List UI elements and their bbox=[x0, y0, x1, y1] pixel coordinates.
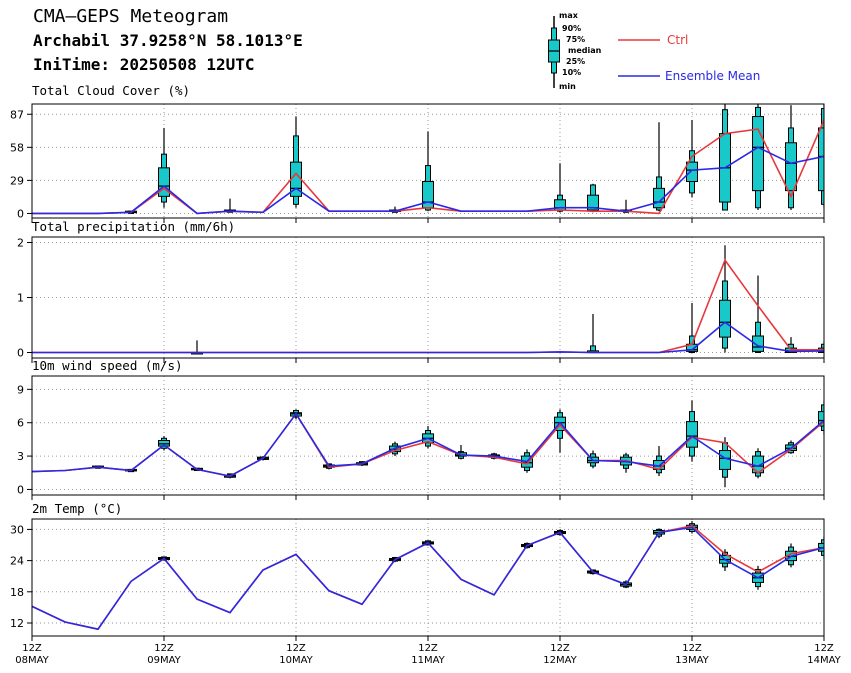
x-tick-label-hour: 12Z bbox=[814, 643, 834, 654]
y-tick-label: 1 bbox=[17, 292, 24, 305]
ensemble-box bbox=[719, 104, 731, 211]
line-legend: Ctrl Ensemble Mean bbox=[618, 33, 760, 83]
y-tick-label: 58 bbox=[10, 141, 24, 154]
ensemble-box bbox=[422, 426, 434, 449]
location-label: Archabil 37.9258°N 58.1013°E bbox=[33, 31, 303, 50]
y-tick-label: 30 bbox=[10, 523, 24, 536]
x-tick-label-hour: 12Z bbox=[682, 643, 702, 654]
y-tick-label: 2 bbox=[17, 237, 24, 250]
ensemble-box bbox=[158, 127, 170, 208]
x-tick-label-date: 13MAY bbox=[675, 655, 709, 666]
panel-title: 2m Temp (°C) bbox=[32, 501, 122, 516]
init-time-label: IniTime: 20250508 12UTC bbox=[33, 55, 255, 74]
x-tick-label-hour: 12Z bbox=[22, 643, 42, 654]
meteogram-title: CMA—GEPS Meteogram bbox=[33, 6, 229, 27]
ensemble-box bbox=[653, 446, 665, 477]
ensemble-box bbox=[587, 314, 599, 354]
ensemble-box bbox=[719, 437, 731, 488]
box-25-75 bbox=[686, 421, 698, 448]
y-tick-label: 18 bbox=[10, 586, 24, 599]
panel-title: Total Cloud Cover (%) bbox=[32, 83, 190, 98]
x-tick-label-date: 12MAY bbox=[543, 655, 577, 666]
box-25-75 bbox=[785, 142, 797, 192]
y-tick-label: 0 bbox=[17, 347, 24, 360]
ctrl-line bbox=[32, 119, 824, 215]
plot-area bbox=[32, 104, 824, 215]
ensemble-box bbox=[290, 116, 302, 208]
panel-2: Total precipitation (mm/6h) 0 1 2 bbox=[17, 219, 825, 363]
box-25-75 bbox=[752, 116, 764, 192]
x-tick-label-date: 14MAY bbox=[807, 655, 841, 666]
legend-box-label: 90% bbox=[562, 24, 581, 33]
legend-box-label: min bbox=[559, 82, 576, 91]
x-tick-label-date: 11MAY bbox=[411, 655, 445, 666]
panel-frame bbox=[31, 103, 825, 219]
x-tick-label-date: 08MAY bbox=[15, 655, 49, 666]
y-tick-label: 3 bbox=[17, 450, 24, 463]
y-tick-label: 9 bbox=[17, 383, 24, 396]
panel-frame bbox=[31, 518, 825, 637]
box-25-75 bbox=[752, 335, 764, 352]
ensemble-box bbox=[752, 104, 764, 211]
x-tick-label-date: 09MAY bbox=[147, 655, 181, 666]
plot-area bbox=[32, 245, 824, 355]
panel-1: Total Cloud Cover (%) 0 29 58 87 bbox=[10, 83, 825, 223]
plot-area bbox=[32, 521, 824, 631]
ensemble-box bbox=[224, 198, 236, 213]
panel-4: 2m Temp (°C) 12 18 24 30 bbox=[10, 501, 825, 641]
box-25-75 bbox=[818, 411, 824, 427]
x-tick-label-date: 10MAY bbox=[279, 655, 313, 666]
ensemble-box bbox=[818, 400, 824, 435]
panel-title: 10m wind speed (m/s) bbox=[32, 358, 183, 373]
ensemble-box bbox=[752, 275, 764, 353]
ensemble-box bbox=[422, 131, 434, 212]
x-tick-label-hour: 12Z bbox=[286, 643, 306, 654]
y-tick-label: 12 bbox=[10, 617, 24, 630]
legend-line-label: Ensemble Mean bbox=[665, 69, 760, 83]
ensemble-box bbox=[158, 436, 170, 451]
legend-box-label: 75% bbox=[566, 35, 585, 44]
ensemble-box bbox=[686, 400, 698, 462]
plot-area bbox=[32, 400, 824, 488]
ensemble-box bbox=[686, 119, 698, 198]
ensemble-box bbox=[554, 163, 566, 213]
y-tick-label: 29 bbox=[10, 174, 24, 187]
x-tick-label-hour: 12Z bbox=[550, 643, 570, 654]
y-tick-label: 6 bbox=[17, 417, 24, 430]
y-tick-label: 0 bbox=[17, 207, 24, 220]
box-25-75 bbox=[818, 127, 824, 192]
ensemble-mean-line bbox=[32, 412, 824, 477]
ensemble-box bbox=[785, 105, 797, 211]
box-25-75 bbox=[686, 161, 698, 183]
panel-frame bbox=[31, 375, 825, 496]
box-25-75 bbox=[587, 194, 599, 211]
box-25-75 bbox=[719, 299, 731, 338]
legend-box-label: max bbox=[559, 11, 579, 20]
legend-box-label: median bbox=[568, 46, 602, 55]
y-tick-label: 24 bbox=[10, 555, 24, 568]
box-25-75 bbox=[653, 187, 665, 209]
ensemble-mean-line bbox=[32, 146, 824, 215]
legend-box-label: 25% bbox=[566, 57, 585, 66]
x-tick-label-hour: 12Z bbox=[154, 643, 174, 654]
y-tick-label: 87 bbox=[10, 108, 24, 121]
ensemble-mean-line bbox=[32, 526, 824, 631]
panel-title: Total precipitation (mm/6h) bbox=[32, 219, 235, 234]
box-25-75 bbox=[158, 167, 170, 197]
y-tick-label: 0 bbox=[17, 483, 24, 496]
ensemble-box bbox=[554, 409, 566, 453]
ensemble-mean-line bbox=[32, 321, 824, 354]
panel-3: 10m wind speed (m/s) 0 3 6 9 bbox=[17, 358, 825, 500]
legend-box-label: 10% bbox=[562, 68, 581, 77]
panel-frame bbox=[31, 236, 825, 359]
x-tick-label-hour: 12Z bbox=[418, 643, 438, 654]
legend-line-label: Ctrl bbox=[667, 33, 688, 47]
ensemble-box bbox=[719, 245, 731, 353]
box-legend: max 90% 75% median 25% 10% min bbox=[548, 11, 602, 91]
